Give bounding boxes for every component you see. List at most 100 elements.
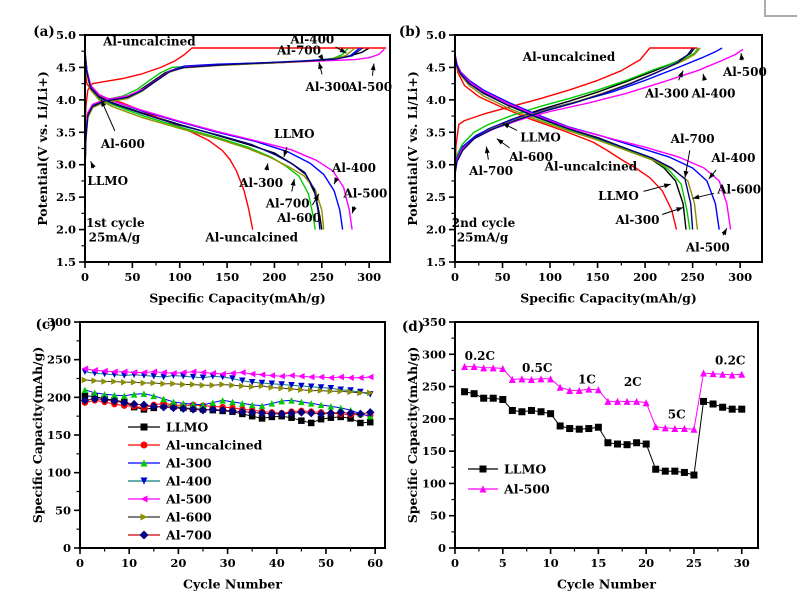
annotation-label: Al-400 xyxy=(289,33,334,47)
x-tick-label: 150 xyxy=(215,270,239,284)
y-tick-label: 2.0 xyxy=(56,223,76,237)
annotation-label: Al-400 xyxy=(331,161,376,175)
annotation-label: Al-300 xyxy=(305,80,350,94)
y-tick-label: 150 xyxy=(47,428,71,442)
y-tick-label: 4.5 xyxy=(56,60,76,74)
annotation-label: Al-700 xyxy=(670,132,715,146)
annotation-label: Al-600 xyxy=(716,182,761,196)
y-tick-label: 200 xyxy=(47,390,71,404)
annotation-label: 2C xyxy=(624,375,642,389)
plot-frame-d xyxy=(454,321,759,549)
legend-c: LLMO Al-uncalcined Al-300 Al-400 Al-500 Al-60… xyxy=(128,420,263,543)
y-axis-title-a: Potential(V vs. Li/Li+) xyxy=(35,71,50,226)
legend-label: Al-700 xyxy=(165,528,212,543)
annotation-label: Al-400 xyxy=(691,86,736,100)
annotation-label: Al-uncalcined xyxy=(102,34,196,48)
x-tick-label: 0 xyxy=(81,270,89,284)
y-tick-label: 1.5 xyxy=(426,255,446,269)
annotation-label: Al-300 xyxy=(644,86,689,100)
annotation-label: 25mA/g xyxy=(457,230,509,244)
x-tick-label: 30 xyxy=(220,556,236,570)
series-llmo xyxy=(461,388,746,479)
x-tick-label: 0 xyxy=(451,556,459,570)
x-tick-label: 0 xyxy=(76,556,84,570)
legend-label: Al-uncalcined xyxy=(165,438,263,453)
y-tick-label: 0 xyxy=(63,541,71,555)
series-al-400 xyxy=(81,368,374,398)
annotation-label: LLMO xyxy=(520,130,561,144)
series-al-500 xyxy=(454,48,744,230)
x-tick-label: 50 xyxy=(495,270,511,284)
annotation-label: 0.2C xyxy=(465,349,495,363)
legend-label: Al-400 xyxy=(165,474,212,489)
annotation-label: Al-500 xyxy=(342,186,387,200)
annotation-label: LLMO xyxy=(598,189,639,203)
y-tick-label: 5.0 xyxy=(426,28,446,42)
annotation-label: Al-uncalcined xyxy=(522,50,616,64)
annotation-label: Al-700 xyxy=(468,164,513,178)
panel-a: 0 50 100 150 200 250 300 1.5 2.0 2.5 3.0 3.5 4.0 4.5 5… xyxy=(33,24,392,306)
x-tick-label: 0 xyxy=(451,270,459,284)
legend-d: LLMO Al-500 xyxy=(468,462,550,497)
y-tick-label: 3.5 xyxy=(426,125,446,139)
series-al-300 xyxy=(454,47,699,230)
x-tick-label: 10 xyxy=(543,556,559,570)
series-al-uncalcined xyxy=(454,47,698,230)
panel-letter-c: (c) xyxy=(36,317,57,333)
annotation-label: Al-700 xyxy=(265,197,310,211)
legend-label: Al-300 xyxy=(165,456,212,471)
y-tick-label: 150 xyxy=(422,444,446,458)
y-tick-label: 2.5 xyxy=(56,190,76,204)
panel-b: 0 50 100 150 200 250 300 1.5 2.0 2.5 3.0 3.5 4.0 4.5 5… xyxy=(399,24,767,306)
annotation-label: 0.5C xyxy=(522,361,552,375)
annotation-label: Al-400 xyxy=(711,151,756,165)
y-tick-label: 250 xyxy=(422,380,446,394)
y-tick-label: 3.0 xyxy=(56,158,76,172)
y-tick-label: 100 xyxy=(47,466,71,480)
panel-letter-d: (d) xyxy=(402,319,424,335)
series-al-600 xyxy=(81,376,374,397)
y-axis-title-b: Potential(V vs. Li/Li+) xyxy=(405,71,420,226)
panel-letter-a: (a) xyxy=(33,24,55,40)
y-tick-label: 350 xyxy=(422,315,446,329)
x-tick-label: 20 xyxy=(170,556,186,570)
series-al-700 xyxy=(84,47,363,230)
annotation-label: Al-500 xyxy=(685,241,730,255)
legend-label: Al-500 xyxy=(165,492,212,507)
y-tick-label: 50 xyxy=(430,509,446,523)
y-tick-label: 50 xyxy=(55,503,71,517)
annotation-label: 1C xyxy=(578,372,596,386)
x-tick-label: 200 xyxy=(262,270,286,284)
x-axis-title-d: Cycle Number xyxy=(557,577,656,592)
x-axis-title-a: Specific Capacity(mAh/g) xyxy=(149,291,326,306)
y-axis-title-d: Specific Capacity(mAh/g) xyxy=(405,347,420,524)
legend-label: LLMO xyxy=(166,420,208,435)
x-tick-label: 200 xyxy=(633,270,657,284)
x-tick-label: 50 xyxy=(124,270,140,284)
y-tick-label: 2.0 xyxy=(426,223,446,237)
x-tick-label: 100 xyxy=(168,270,192,284)
x-tick-label: 25 xyxy=(686,556,702,570)
series-al-700 xyxy=(80,394,375,419)
annotation-label: 1st cycle xyxy=(86,216,145,230)
y-tick-label: 300 xyxy=(422,347,446,361)
annotation-label: LLMO xyxy=(87,174,128,188)
series-al-600 xyxy=(454,47,701,230)
x-tick-label: 300 xyxy=(728,270,752,284)
panel-c: 0 10 20 30 40 50 60 0 50 100 150 200 250 300 Cycle Num… xyxy=(30,315,386,592)
x-axis-title-b: Specific Capacity(mAh/g) xyxy=(520,291,697,306)
y-tick-label: 4.0 xyxy=(426,93,446,107)
y-tick-label: 3.0 xyxy=(426,158,446,172)
x-tick-label: 250 xyxy=(310,270,334,284)
window-corner-box xyxy=(764,0,797,17)
plot-frame-c xyxy=(79,321,386,549)
x-tick-label: 300 xyxy=(357,270,381,284)
annotation-label: Al-600 xyxy=(100,137,145,151)
annotation-label: Al-600 xyxy=(276,211,321,225)
y-tick-label: 1.5 xyxy=(56,255,76,269)
annotation-label: Al-500 xyxy=(722,65,767,79)
annotation-label: Al-500 xyxy=(347,80,392,94)
x-tick-label: 100 xyxy=(538,270,562,284)
series-al-700 xyxy=(454,47,694,230)
